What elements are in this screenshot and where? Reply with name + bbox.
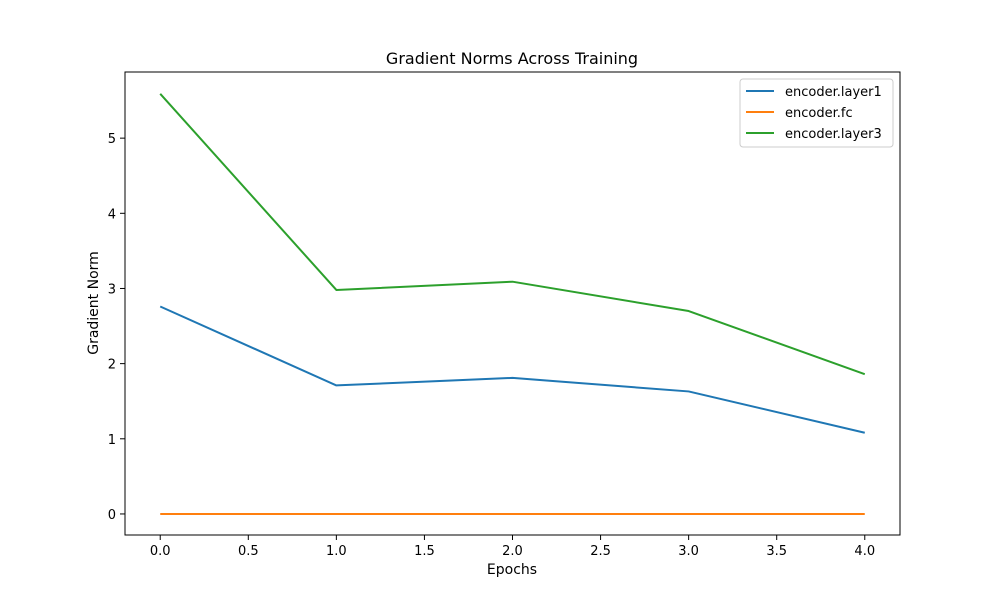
x-tick-label: 0.5	[238, 544, 259, 559]
x-tick-label: 1.5	[414, 544, 435, 559]
legend-box	[739, 78, 894, 148]
plot-area: 0.0 0.5 1.0 1.5 2.0 2.5 3.0 3.5 4.0 0 1 2 3 4 5	[108, 71, 901, 559]
series-line-0	[159, 305, 865, 434]
x-tick-label: 4.0	[854, 544, 875, 559]
y-tick-label: 3	[108, 282, 116, 297]
y-tick-label: 5	[108, 132, 116, 147]
y-tick-label: 0	[108, 508, 116, 523]
series-line-2	[159, 93, 866, 376]
x-axis-label: Epochs	[487, 562, 537, 578]
legend-entry-0: encoder.layer1	[785, 85, 882, 100]
y-tick-label: 2	[108, 358, 116, 373]
x-tick-label: 2.5	[590, 544, 611, 559]
x-tick-label: 2.0	[502, 544, 523, 559]
legend-entry-2: encoder.layer3	[785, 127, 882, 142]
legend-entry-1: encoder.fc	[785, 106, 853, 121]
x-tick-label: 0.0	[150, 544, 171, 559]
x-tick-label: 1.0	[326, 544, 347, 559]
legend: encoder.layer1 encoder.fc encoder.layer3	[739, 78, 894, 148]
x-tick-label: 3.0	[678, 544, 699, 559]
y-tick-label: 4	[108, 207, 116, 222]
x-tick-label: 3.5	[766, 544, 787, 559]
chart-title: Gradient Norms Across Training	[386, 49, 638, 68]
y-axis-label: Gradient Norm	[86, 251, 102, 355]
y-tick-label: 1	[108, 433, 116, 448]
